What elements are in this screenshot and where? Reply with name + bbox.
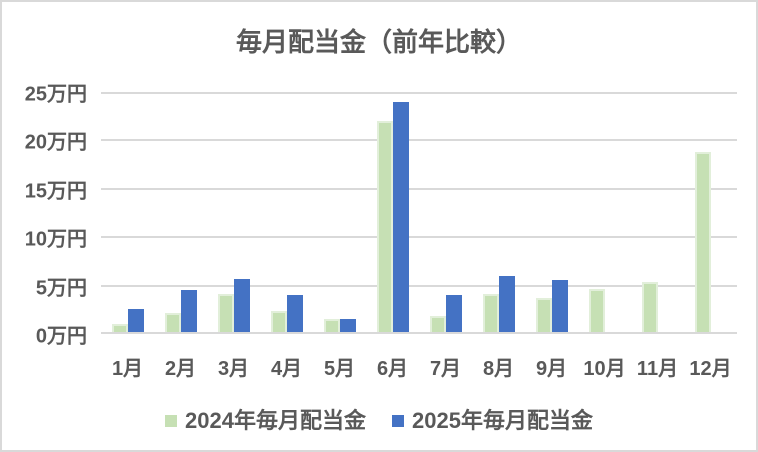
x-tick-label: 8月 <box>482 358 515 380</box>
bar-series1-7月 <box>445 295 462 334</box>
legend-swatch-2025-icon <box>392 414 404 427</box>
legend-label-2024: 2024年毎月配当金 <box>185 408 366 433</box>
x-tick-label: 9月 <box>535 358 568 380</box>
x-tick-label: 3月 <box>217 358 250 380</box>
bar-series1-9月 <box>551 279 568 334</box>
legend-swatch-2024-icon <box>165 414 178 427</box>
bar-group-11月 <box>631 92 684 334</box>
bar-group-2月 <box>154 92 207 334</box>
bar-series0-3月 <box>217 294 234 334</box>
bar-series1-8月 <box>498 275 515 334</box>
gridline <box>101 284 737 287</box>
gridline <box>101 236 737 239</box>
bar-group-1月 <box>101 92 154 334</box>
bar-series0-12月 <box>694 152 711 334</box>
x-tick-label: 5月 <box>323 358 356 380</box>
bar-series0-8月 <box>482 294 499 334</box>
gridline <box>101 139 737 142</box>
bar-group-3月 <box>207 92 260 334</box>
bar-series0-2月 <box>164 312 181 334</box>
x-tick-label: 2月 <box>164 358 197 380</box>
plot-area <box>101 92 737 334</box>
chart-title: 毎月配当金（前年比較） <box>235 27 522 57</box>
bar-group-10月 <box>578 92 631 334</box>
y-axis: 25万円 20万円 15万円 10万円 5万円 0万円 <box>2 84 87 348</box>
bar-series0-5月 <box>323 319 340 334</box>
bar-group-5月 <box>313 92 366 334</box>
y-tick-label: 0万円 <box>35 325 87 348</box>
bar-series0-1月 <box>111 324 128 334</box>
x-tick-label: 7月 <box>429 358 462 380</box>
x-tick-label: 11月 <box>636 358 679 380</box>
x-tick-label: 4月 <box>270 358 303 380</box>
legend-label-2025: 2025年毎月配当金 <box>412 408 593 433</box>
y-tick-label: 10万円 <box>24 228 87 251</box>
y-tick-label: 5万円 <box>35 277 87 300</box>
bar-group-8月 <box>472 92 525 334</box>
x-tick-label: 6月 <box>376 358 409 380</box>
gridline <box>101 187 737 190</box>
bar-group-12月 <box>684 92 737 334</box>
x-tick-label: 12月 <box>689 358 732 380</box>
bar-series1-3月 <box>233 278 250 334</box>
bar-series1-5月 <box>339 318 356 334</box>
plot-groups <box>101 92 737 334</box>
legend-item-2025: 2025年毎月配当金 <box>392 403 593 435</box>
x-axis: 1月 2月 3月 4月 5月 6月 7月 8月 9月 10月 11月 12月 <box>101 352 737 381</box>
bar-series0-10月 <box>588 289 605 334</box>
legend: 2024年毎月配当金 2025年毎月配当金 <box>2 403 756 435</box>
bar-series0-4月 <box>270 310 287 334</box>
gridline <box>101 92 737 94</box>
bar-group-9月 <box>525 92 578 334</box>
bar-group-6月 <box>366 92 419 334</box>
y-tick-label: 20万円 <box>24 131 87 154</box>
bar-series1-2月 <box>180 290 197 334</box>
bar-group-4月 <box>260 92 313 334</box>
x-tick-label: 10月 <box>583 358 626 380</box>
bar-series0-7月 <box>429 315 446 334</box>
bar-series0-9月 <box>535 298 552 334</box>
bar-group-7月 <box>419 92 472 334</box>
y-tick-label: 25万円 <box>24 83 87 106</box>
y-tick-label: 15万円 <box>24 180 87 203</box>
x-tick-label: 1月 <box>111 358 144 380</box>
bar-series1-4月 <box>286 295 303 334</box>
bar-series1-6月 <box>392 101 409 334</box>
legend-item-2024: 2024年毎月配当金 <box>165 403 366 435</box>
axis-baseline <box>101 332 737 334</box>
bar-series0-6月 <box>376 121 393 334</box>
bar-series0-11月 <box>641 281 658 334</box>
bar-series1-1月 <box>127 308 144 334</box>
